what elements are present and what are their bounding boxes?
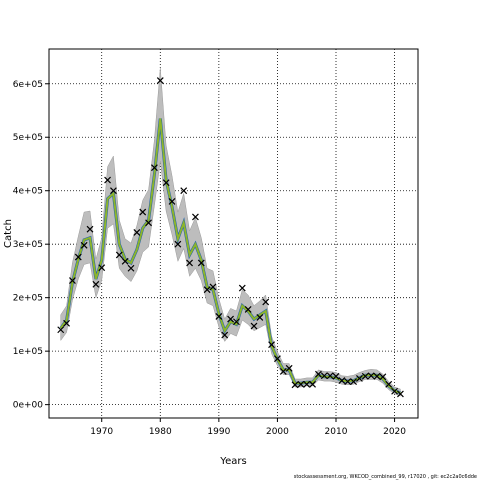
observed-point xyxy=(133,229,141,236)
x-tick-label: 2020 xyxy=(383,427,406,437)
observed-point xyxy=(197,259,205,267)
observed-point xyxy=(320,372,328,380)
observed-point xyxy=(139,208,147,216)
y-tick-label: 1e+05 xyxy=(13,347,43,357)
estimate-line-green xyxy=(59,118,401,394)
observed-point xyxy=(57,326,65,334)
observed-point xyxy=(74,253,82,261)
observed-point xyxy=(192,213,199,221)
observed-point xyxy=(385,380,393,388)
observed-point xyxy=(379,373,387,381)
observed-point xyxy=(162,179,170,187)
observed-point xyxy=(221,331,229,339)
observed-point xyxy=(268,341,275,349)
observed-point xyxy=(104,176,111,184)
observed-markers xyxy=(57,77,404,398)
x-tick-label: 1990 xyxy=(207,427,230,437)
observed-point xyxy=(110,187,117,195)
confidence-band xyxy=(60,67,401,397)
observed-point xyxy=(332,372,340,380)
observed-point xyxy=(156,77,164,84)
y-tick-label: 0e+00 xyxy=(13,401,44,411)
observed-point xyxy=(203,286,211,294)
observed-point xyxy=(256,314,264,321)
observed-point xyxy=(279,368,287,375)
observed-point xyxy=(244,306,252,313)
observed-point xyxy=(356,375,363,382)
observed-point xyxy=(127,264,135,272)
observed-point xyxy=(227,315,234,323)
y-tick-label: 6e+05 xyxy=(13,80,43,90)
observed-point xyxy=(215,312,223,320)
x-axis: 1970 1980 1990 2000 2010 2020 xyxy=(90,418,406,437)
observed-point xyxy=(350,378,357,386)
observed-point xyxy=(373,372,381,380)
observed-point xyxy=(63,319,70,327)
observed-point xyxy=(326,372,334,380)
observed-point xyxy=(145,219,152,227)
observed-point xyxy=(174,240,182,248)
x-tick-label: 2010 xyxy=(325,427,348,437)
observed-point xyxy=(291,381,299,389)
observed-point xyxy=(367,372,375,380)
observed-point xyxy=(285,364,293,372)
observed-point xyxy=(250,322,258,330)
observed-point xyxy=(397,390,404,398)
observed-point xyxy=(297,380,305,388)
y-tick-label: 5e+05 xyxy=(13,133,43,143)
observed-point xyxy=(262,298,270,306)
estimate-lines xyxy=(59,118,401,395)
confidence-band-area xyxy=(60,67,401,397)
source-footnote: stockassessment.org, WKCOD_combined_99, … xyxy=(294,474,477,480)
observed-point xyxy=(98,264,106,272)
observed-point xyxy=(391,387,398,395)
observed-point xyxy=(344,378,352,386)
observed-point xyxy=(209,283,217,291)
observed-point xyxy=(233,318,240,326)
y-tick-label: 3e+05 xyxy=(13,240,43,250)
observed-point xyxy=(338,377,346,384)
y-tick-label: 2e+05 xyxy=(13,294,43,304)
observed-point xyxy=(303,380,311,388)
x-tick-label: 1970 xyxy=(90,427,113,437)
observed-point xyxy=(151,164,158,172)
observed-point xyxy=(315,370,322,378)
y-axis: 0e+00 1e+05 2e+05 3e+05 4e+05 5e+05 6e+05 xyxy=(13,80,49,411)
plot-frame xyxy=(48,48,419,419)
observed-point xyxy=(69,277,76,284)
observed-point xyxy=(115,251,123,259)
observed-point xyxy=(86,225,94,233)
observed-point xyxy=(361,372,369,380)
observed-point xyxy=(238,284,246,292)
observed-point xyxy=(80,241,88,249)
y-axis-title: Catch xyxy=(3,219,14,248)
observed-point xyxy=(186,259,193,267)
observed-point xyxy=(180,187,188,195)
observed-point xyxy=(309,380,316,388)
x-tick-label: 2000 xyxy=(266,427,289,437)
observed-point xyxy=(92,280,100,288)
x-tick-label: 1980 xyxy=(149,427,172,437)
x-axis-title: Years xyxy=(219,456,246,467)
y-tick-label: 4e+05 xyxy=(13,187,43,197)
observed-point xyxy=(121,257,129,265)
observed-point xyxy=(274,355,281,363)
observed-point xyxy=(168,197,176,205)
